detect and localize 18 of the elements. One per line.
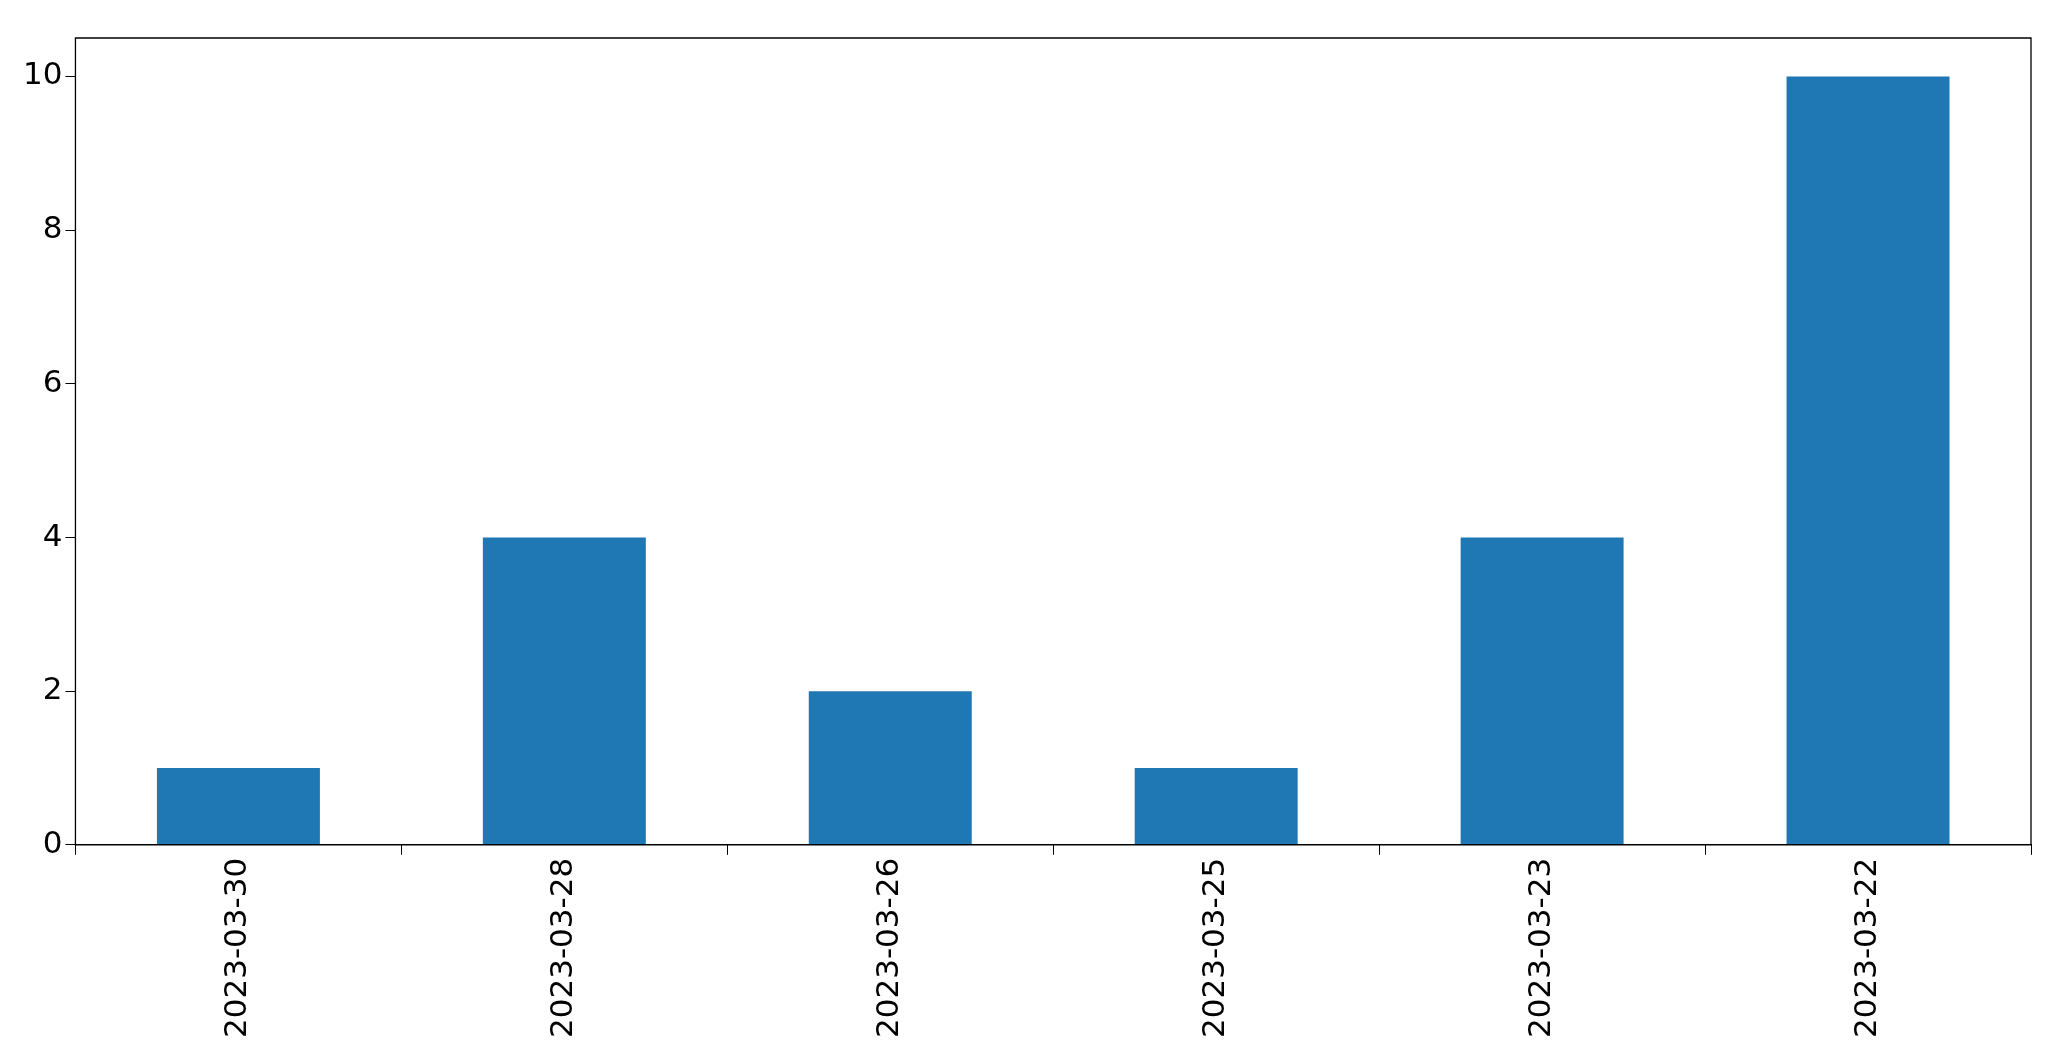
x-tick-label: 2023-03-22 (1847, 857, 1884, 1039)
y-tick-label: 2 (42, 670, 63, 707)
bar (156, 768, 320, 845)
bar (1460, 537, 1624, 845)
x-tick-label: 2023-03-23 (1521, 857, 1558, 1039)
bar (1134, 768, 1298, 845)
y-tick-label: 6 (42, 362, 63, 399)
bar (1786, 76, 1950, 845)
x-tick-label: 2023-03-26 (869, 857, 906, 1039)
y-tick-label: 0 (42, 823, 63, 860)
y-tick-label: 4 (42, 516, 63, 553)
y-tick-label: 10 (22, 55, 63, 92)
bar (808, 691, 972, 845)
bar (482, 537, 646, 845)
x-tick-label: 2023-03-25 (1195, 857, 1232, 1039)
x-tick-label: 2023-03-28 (543, 857, 580, 1039)
x-tick-label: 2023-03-30 (217, 857, 254, 1039)
y-tick-label: 8 (42, 209, 63, 246)
